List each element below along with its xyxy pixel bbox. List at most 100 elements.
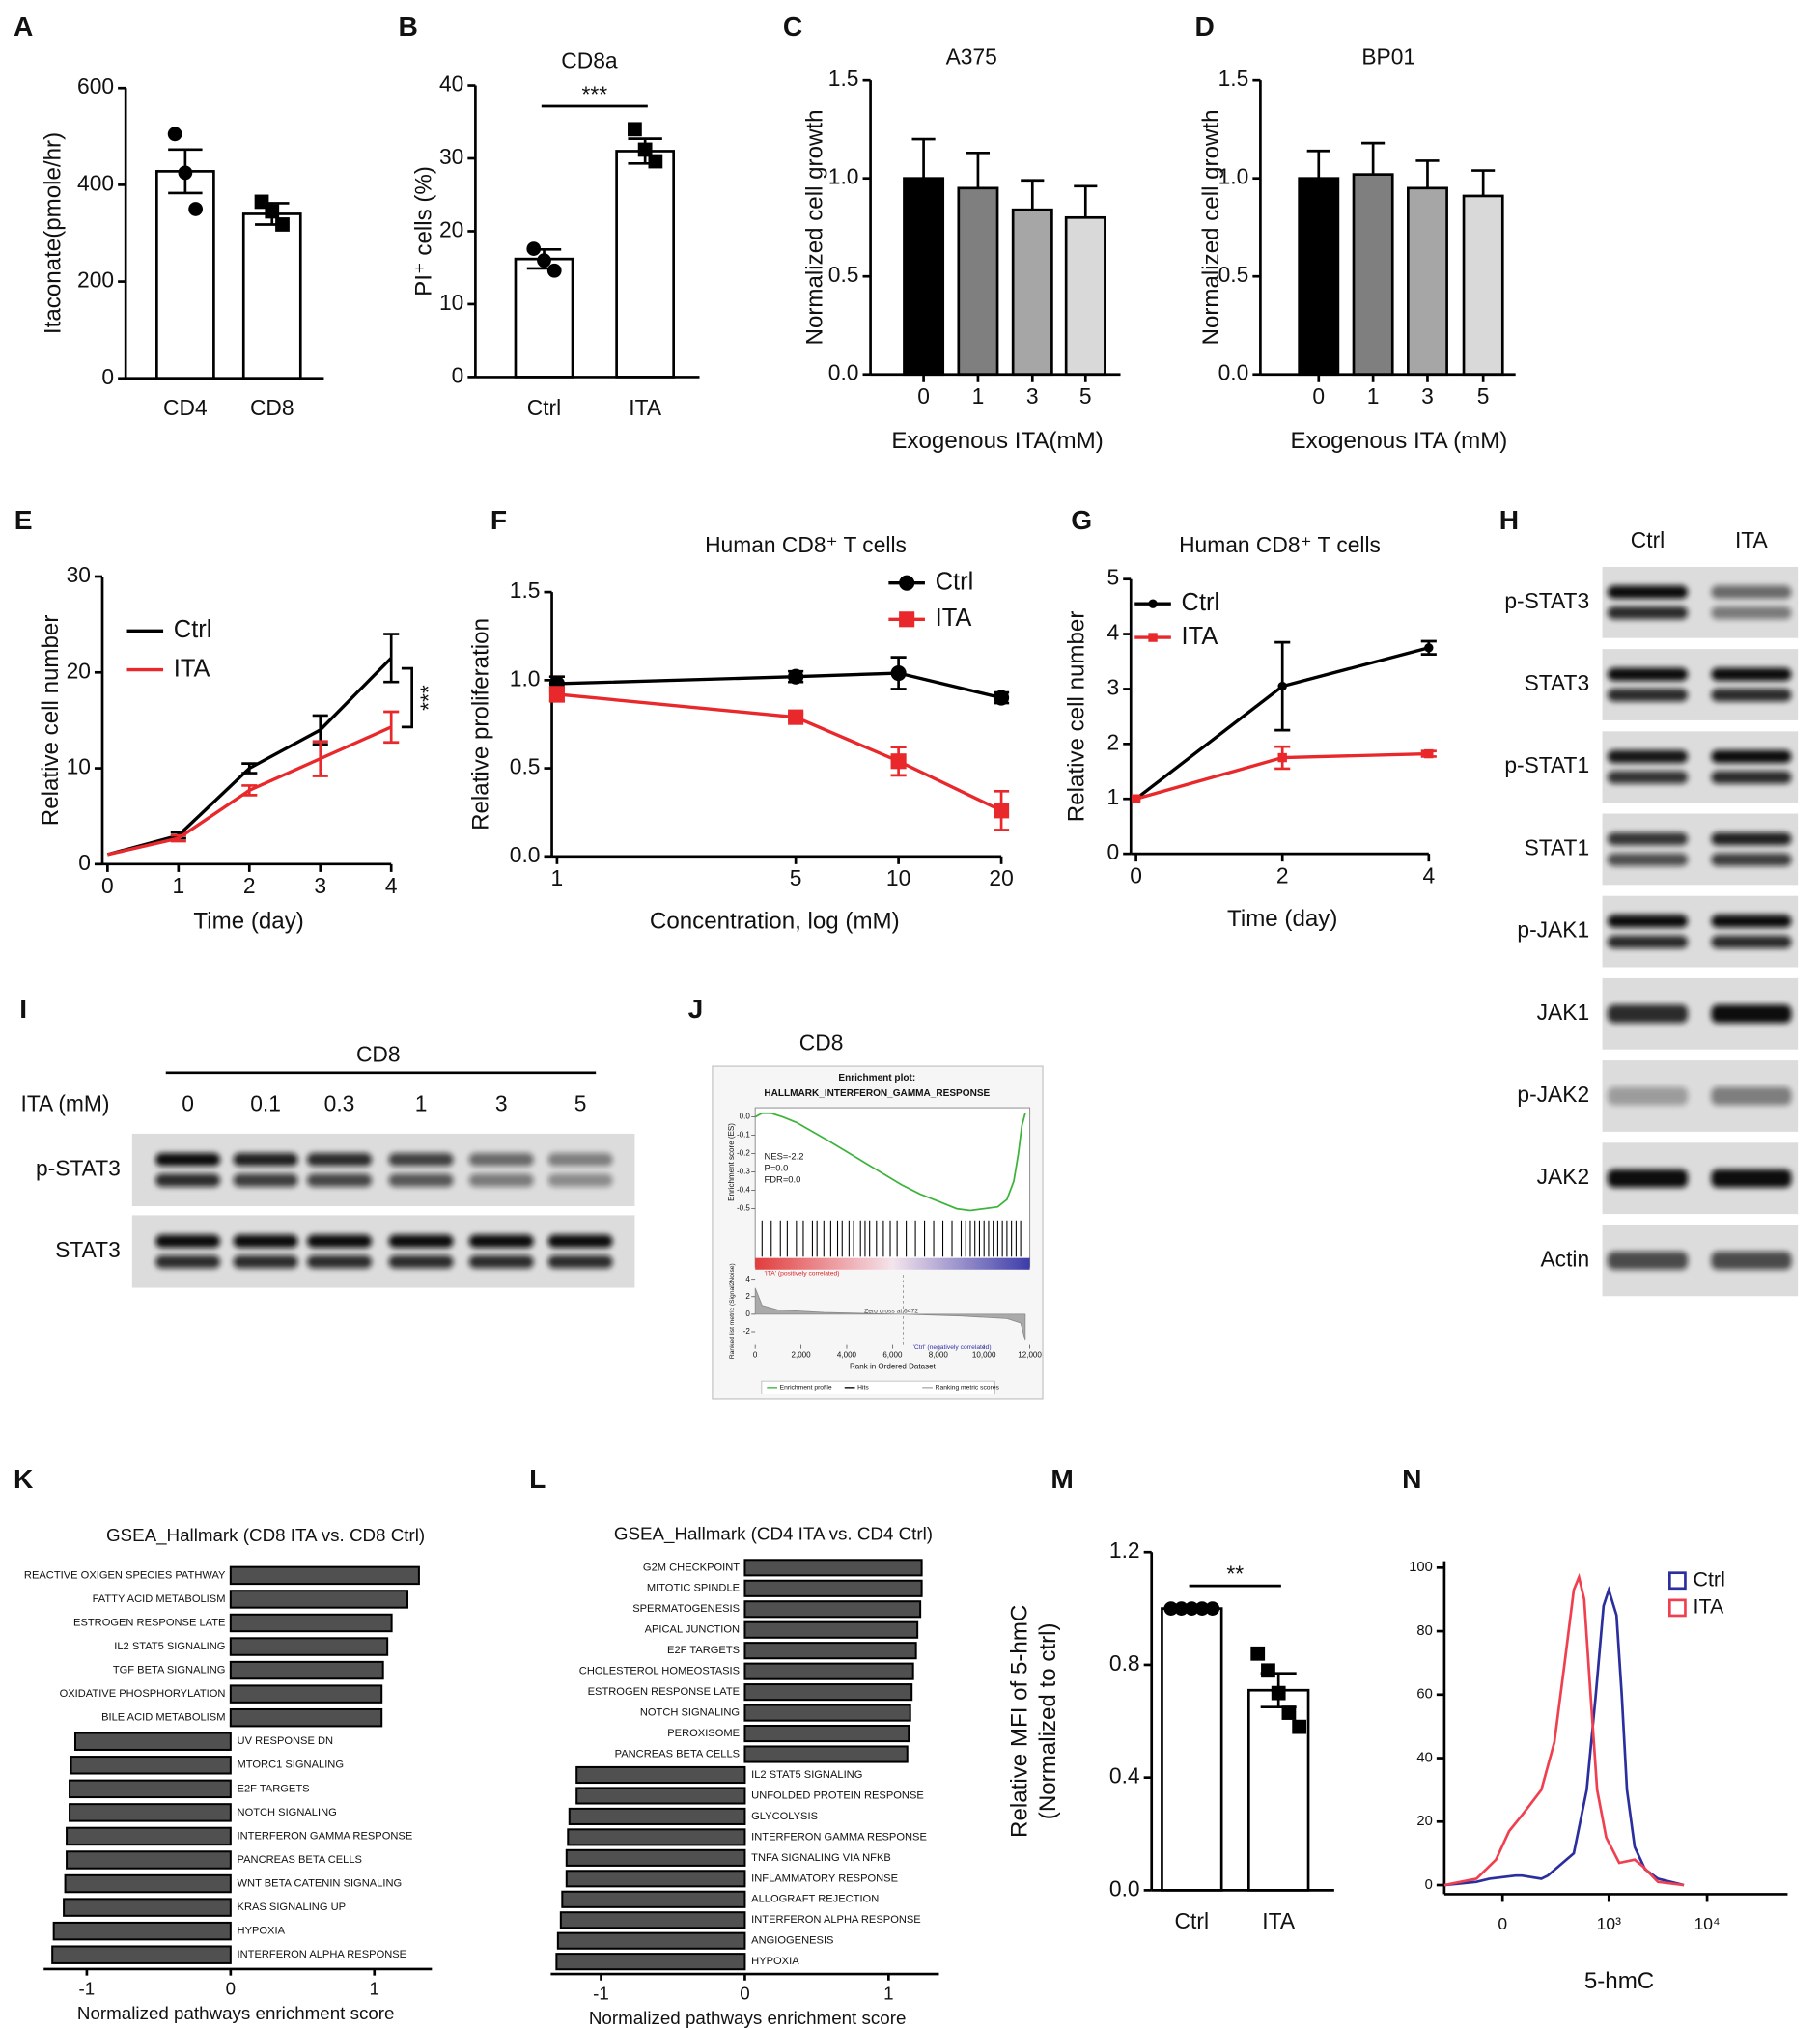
y-axis-label: Enrichment score (ES) [727, 1123, 736, 1201]
panel-letter: C [783, 11, 802, 42]
x-tick-label: ITA [1262, 1908, 1296, 1933]
legend-label: ITA [1693, 1595, 1723, 1619]
x-tick-label: 1 [370, 1978, 379, 1998]
y-axis-label: Normalized cell growth [1198, 109, 1224, 345]
blot-band [155, 1153, 221, 1167]
blot-band [1607, 771, 1689, 784]
significance-bracket [401, 666, 413, 729]
blot-band [1711, 667, 1792, 682]
bar [743, 1683, 913, 1702]
x-tick-label: 3 [314, 873, 326, 898]
category-label: FATTY ACID METABOLISM [93, 1593, 226, 1605]
blot-band [1607, 689, 1689, 702]
y-tick-label: 0.8 [1109, 1650, 1140, 1676]
legend-label: Ctrl [936, 568, 974, 595]
x-axis-label: Normalized pathways enrichment score [77, 2003, 395, 2023]
x-tick-label: 0 [753, 1350, 758, 1359]
category-label: HYPOXIA [238, 1926, 286, 1937]
y-axis-label: Itaconate(pmole/hr) [41, 132, 67, 334]
bar [561, 1890, 746, 1908]
legend-label: Ctrl [174, 616, 212, 643]
error-bar [312, 740, 328, 777]
bar [743, 1600, 922, 1619]
data-point [1184, 1601, 1199, 1616]
blot-band [1607, 831, 1689, 846]
y-tick-label: 1.5 [828, 66, 859, 91]
bar [1064, 215, 1106, 377]
y-tick-label: 1.5 [510, 577, 541, 603]
blot-background [1602, 895, 1799, 968]
y-tick-label: 0 [1425, 1877, 1433, 1893]
bar [568, 1807, 746, 1825]
data-point [265, 204, 280, 219]
bar [743, 1724, 910, 1743]
x-tick-label: -1 [79, 1978, 96, 1998]
data-point [628, 122, 642, 137]
x-axis-label: Time (day) [1227, 906, 1337, 932]
error-bar [241, 784, 258, 797]
legend-marker [899, 575, 915, 591]
y-tick-label: -0.3 [737, 1168, 750, 1176]
series-line [106, 657, 393, 857]
y-tick-label: -0.5 [737, 1204, 750, 1213]
y-tick-label: 0.4 [1109, 1763, 1140, 1789]
category-label: MTORC1 SIGNALING [238, 1760, 344, 1771]
blot-band [1607, 585, 1689, 599]
y-tick-label: 10 [67, 754, 91, 779]
category-label: INTERFERON GAMMA RESPONSE [238, 1830, 413, 1842]
category-label: ESTROGEN RESPONSE LATE [588, 1686, 740, 1698]
x-tick-label: Ctrl [1175, 1908, 1209, 1933]
data-point [1163, 1601, 1179, 1616]
row-label: p-STAT3 [1504, 588, 1589, 613]
bar [63, 1898, 232, 1917]
blot-band [1607, 915, 1689, 928]
x-tick-label: 6,000 [882, 1350, 903, 1359]
category-label: WNT BETA CATENIN SIGNALING [238, 1877, 403, 1889]
data-point [1250, 1646, 1266, 1661]
lane-label: 0 [182, 1090, 194, 1115]
blot-title: CD8 [356, 1041, 401, 1066]
panel-letter: D [1195, 11, 1215, 42]
y2-tick-label: 0 [745, 1310, 750, 1318]
blot-band [306, 1153, 373, 1167]
legend-marker [1148, 599, 1158, 608]
blot-band [306, 1255, 373, 1269]
bar [957, 186, 999, 377]
x-tick-label: 2 [1276, 862, 1289, 887]
bar [559, 1911, 746, 1929]
blot-band [1607, 667, 1689, 682]
blot-background [1602, 566, 1799, 638]
x-tick-label: 10 [886, 865, 910, 890]
x-tick-label: 0 [1498, 1914, 1507, 1933]
bar [1298, 177, 1340, 377]
chart-title: A375 [946, 43, 997, 69]
error-bar [383, 633, 400, 684]
bar [66, 1826, 232, 1846]
y-tick-label: 20 [67, 658, 91, 683]
x-tick-label: 2,000 [792, 1350, 812, 1359]
x-axis-label: Normalized pathways enrichment score [589, 2008, 907, 2028]
bar [743, 1579, 923, 1597]
data-point [1281, 1705, 1297, 1720]
error-bar [312, 714, 328, 746]
y-tick-label: 1 [1106, 784, 1119, 809]
x-tick-label: 5 [1477, 383, 1490, 408]
marker [890, 753, 907, 770]
x-tick-label: 0 [1130, 862, 1142, 887]
y-tick-label: 400 [77, 170, 114, 195]
chart-title: GSEA_Hallmark (CD8 ITA vs. CD8 Ctrl) [106, 1525, 425, 1546]
bar [1011, 208, 1053, 377]
panel-letter: L [529, 1463, 546, 1494]
gsea-plot-title: Enrichment plot: [838, 1073, 915, 1084]
blot-band [468, 1173, 534, 1187]
y-tick-label: 30 [67, 562, 91, 587]
data-point [1174, 1601, 1189, 1616]
x-tick-label: 1 [972, 383, 985, 408]
panel-letter: A [14, 11, 33, 42]
data-point [1271, 1685, 1286, 1701]
bar [575, 1787, 746, 1805]
series-line [1443, 1585, 1685, 1887]
legend-label: ITA [936, 605, 972, 632]
annotation: NES=-2.2 [765, 1151, 804, 1162]
x-tick-label: -1 [593, 1983, 609, 2003]
